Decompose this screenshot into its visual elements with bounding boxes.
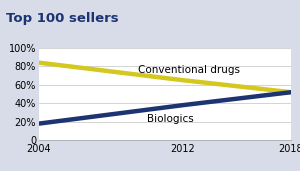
Text: Top 100 sellers: Top 100 sellers [6,12,118,25]
Text: Conventional drugs: Conventional drugs [138,65,240,75]
Text: Biologics: Biologics [147,114,194,124]
